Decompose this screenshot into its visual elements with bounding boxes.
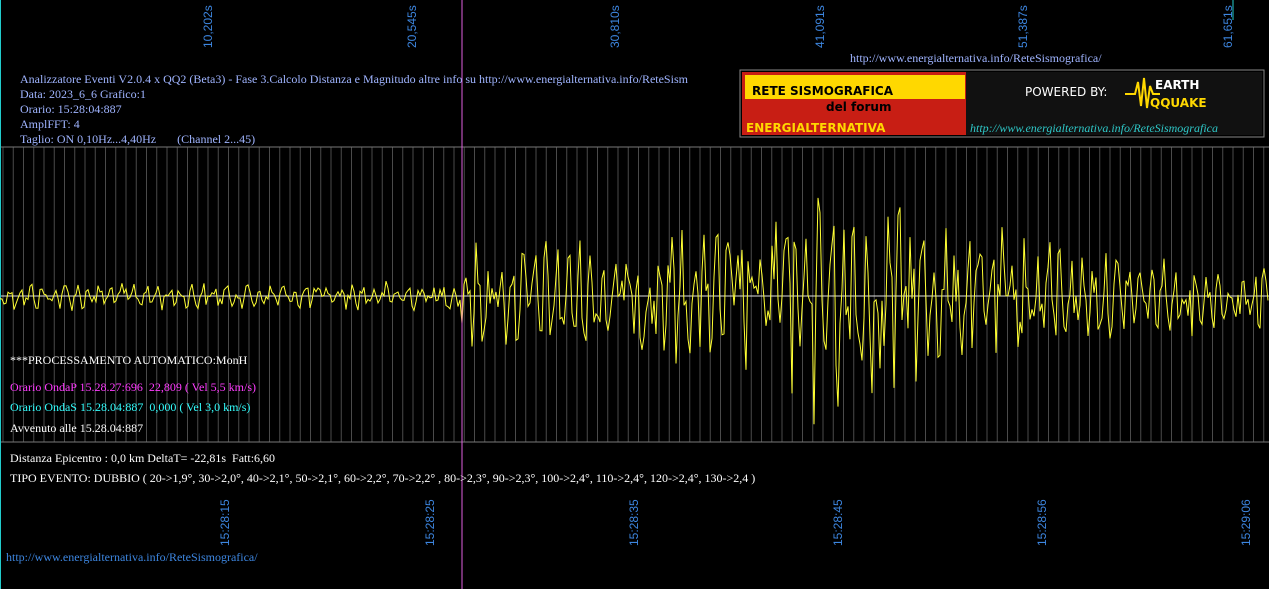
logo-subtitle: del forum (826, 100, 891, 114)
bottom-time-label: 15:28:45 (831, 499, 845, 546)
top-time-label: 20,545s (405, 5, 419, 48)
bottom-time-label: 15:29:06 (1239, 499, 1253, 546)
logo-yellow (745, 75, 965, 99)
waveform (0, 197, 1269, 425)
top-time-label: 41,091s (813, 5, 827, 48)
bottom-time-label: 15:28:35 (627, 499, 641, 546)
bottom-time-label: 15:28:15 (218, 499, 232, 546)
logo-quake: QQUAKE (1150, 96, 1207, 110)
logo-dark (966, 72, 1262, 135)
logo-powered: POWERED BY: (1025, 85, 1107, 99)
logo-name: ENERGIALTERNATIVA (746, 121, 886, 135)
bottom-time-label: 15:28:25 (423, 499, 437, 546)
bottom-time-label: 15:28:56 (1035, 499, 1049, 546)
logo: RETE SISMOGRAFICA del forum ENERGIALTERN… (739, 69, 1265, 138)
logo-wave (1125, 77, 1160, 109)
logo-earth: EARTH (1155, 78, 1199, 92)
logo-title: RETE SISMOGRAFICA (752, 84, 894, 98)
info-line: AmplFFT: 4 (20, 117, 80, 131)
onda-s: Orario OndaS 15.28.04:887 0,000 ( Vel 3,… (10, 400, 250, 414)
distance: Distanza Epicentro : 0,0 km DeltaT= -22,… (10, 451, 275, 465)
event-time: Avvenuto alle 15.28.04:887 (10, 421, 143, 435)
event-type: TIPO EVENTO: DUBBIO ( 20->1,9°, 30->2,0°… (10, 471, 755, 485)
top-time-label: 51,387s (1016, 5, 1030, 48)
grid (2, 147, 1265, 442)
top-time-label: 10,202s (201, 5, 215, 48)
info-line: Taglio: ON 0,10Hz...4,40Hz (Channel 2...… (20, 132, 255, 146)
info-line: Analizzatore Eventi V2.0.4 x QQ2 (Beta3)… (20, 72, 689, 86)
footer-url[interactable]: http://www.energialternativa.info/ReteSi… (6, 550, 258, 564)
top-time-label: 61,651s (1221, 5, 1235, 48)
info-line: Orario: 15:28:04:887 (20, 102, 122, 116)
logo-url[interactable]: http://www.energialternativa.info/ReteSi… (970, 121, 1218, 135)
header-url[interactable]: http://www.energialternativa.info/ReteSi… (850, 51, 1102, 65)
info-line: Data: 2023_6_6 Grafico:1 (20, 87, 146, 101)
onda-p: Orario OndaP 15.28.27:696 22,809 ( Vel 5… (10, 380, 256, 394)
processing-title: ***PROCESSAMENTO AUTOMATICO:MonH (10, 353, 248, 367)
top-time-label: 30,810s (608, 5, 622, 48)
